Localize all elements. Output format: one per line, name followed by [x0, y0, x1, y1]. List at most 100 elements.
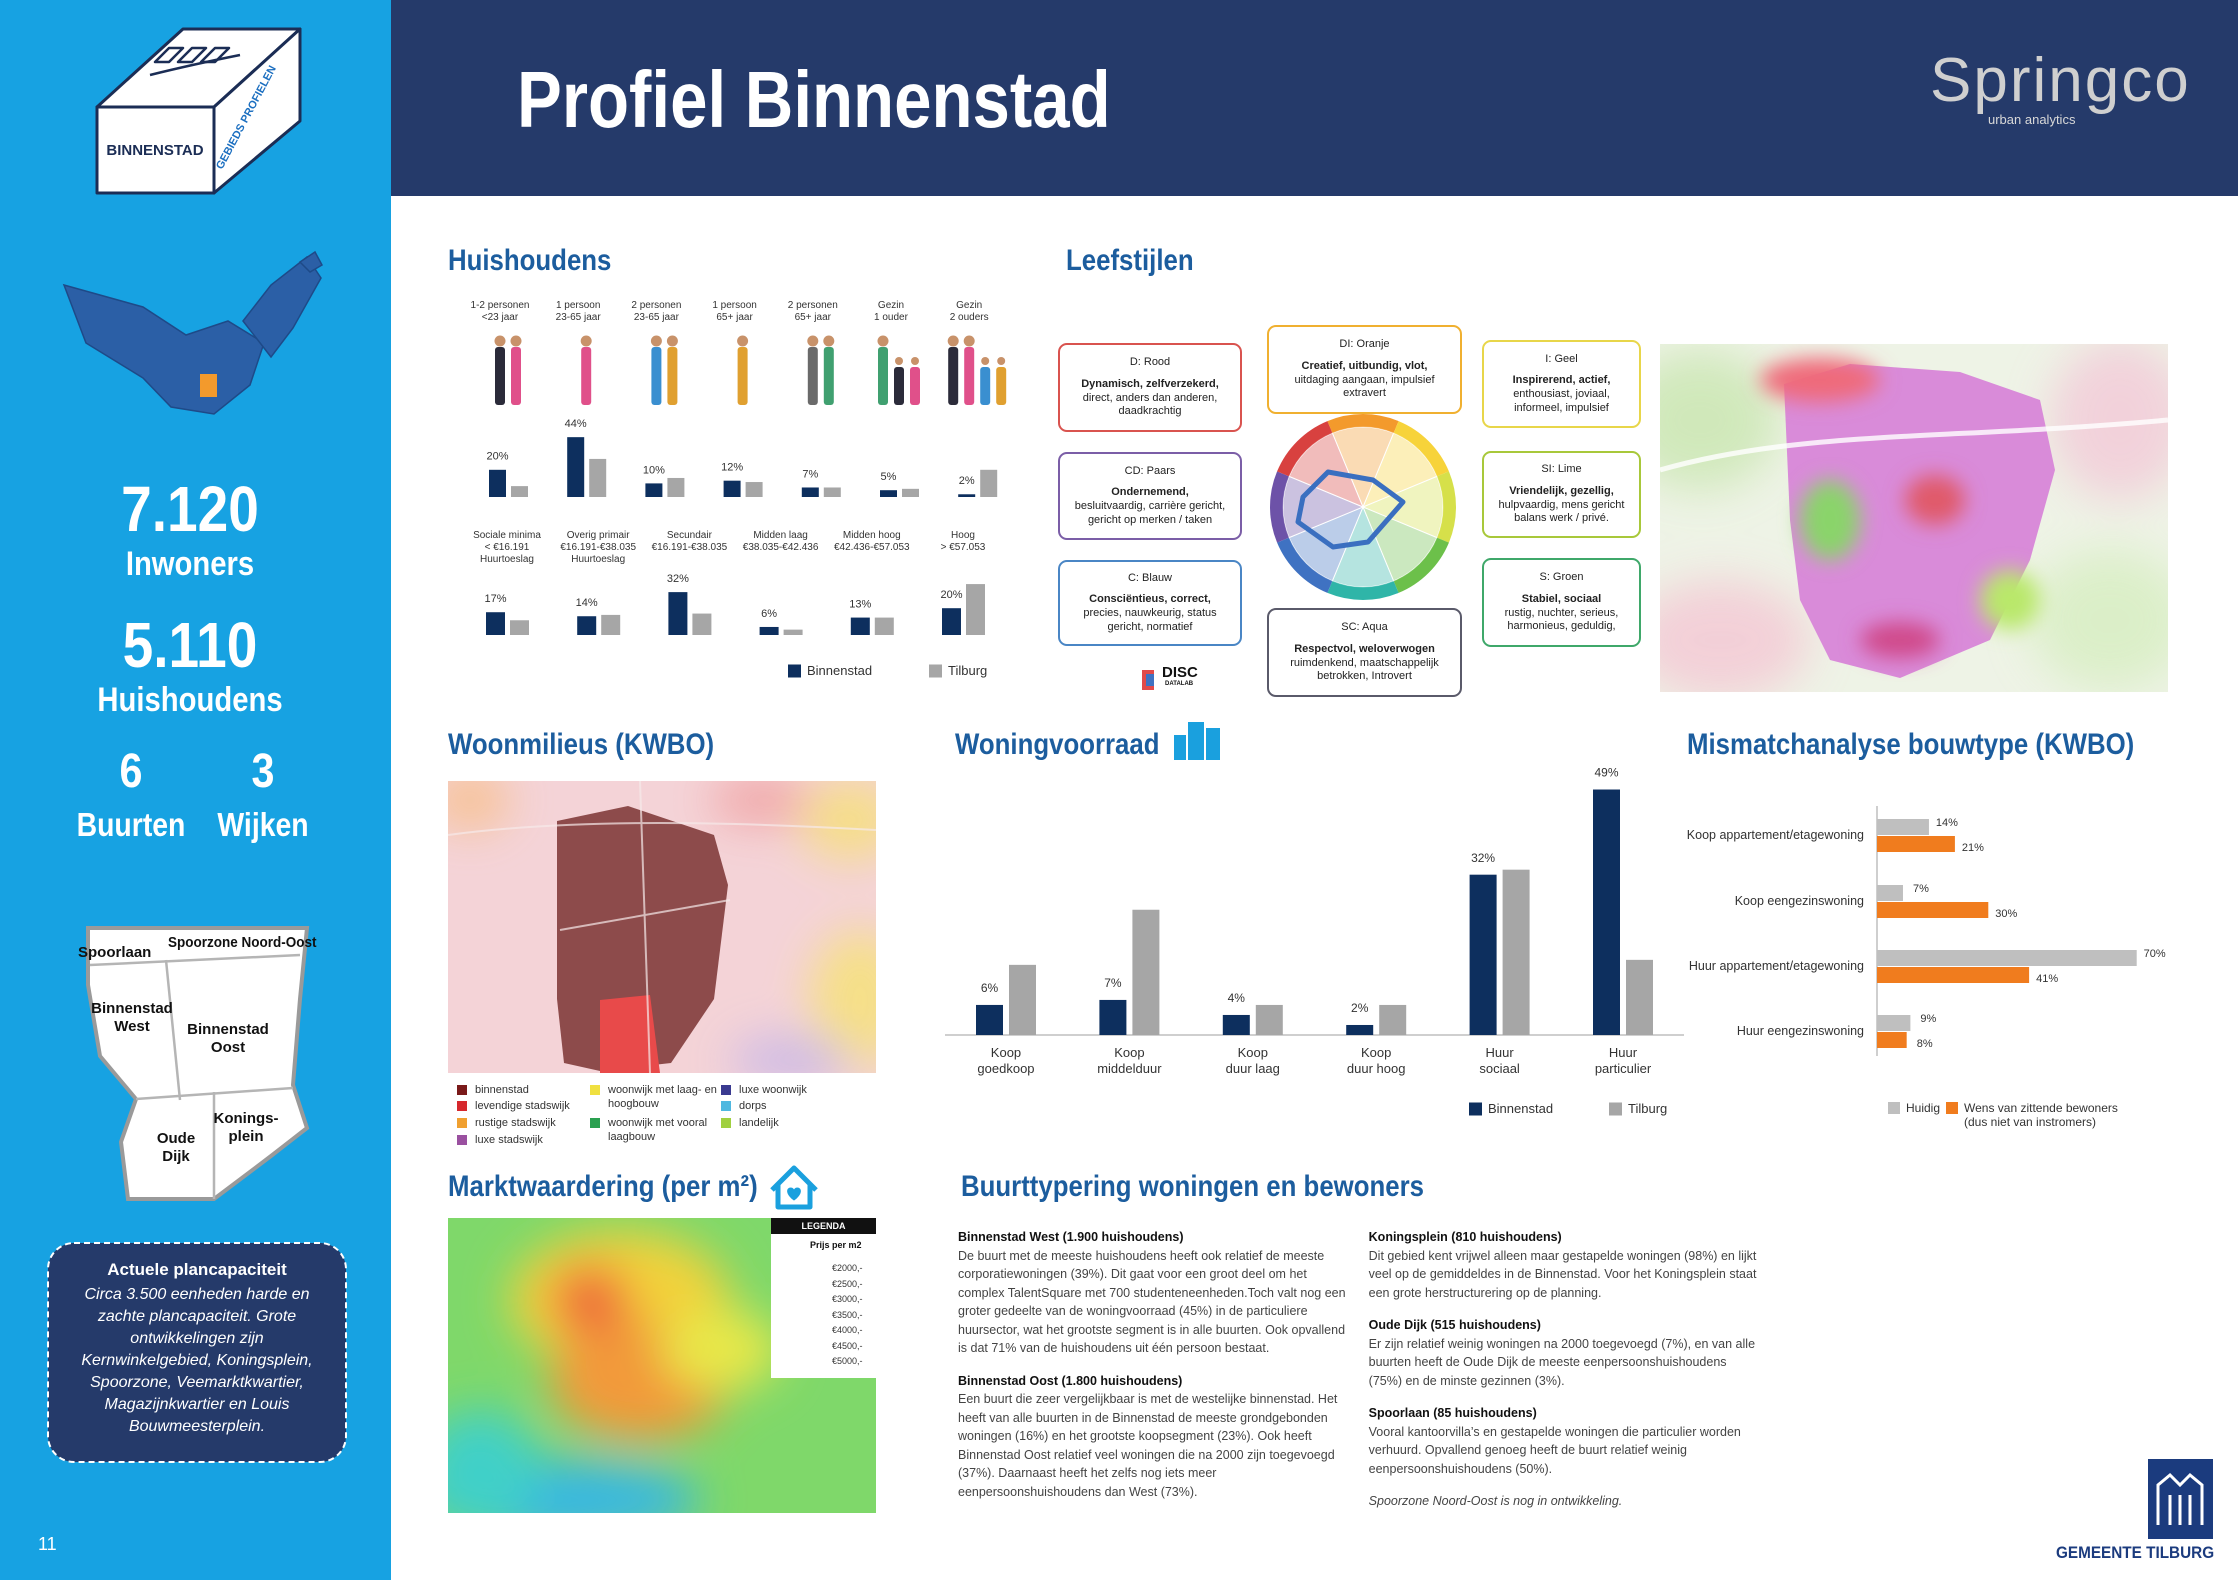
lifestyle-name: D: Rood — [1129, 356, 1171, 368]
value-label: 10% — [643, 464, 665, 476]
bar — [601, 614, 621, 635]
bar — [1255, 1004, 1283, 1035]
x-tick-label: Hoog > €57.053 — [940, 530, 986, 553]
bar — [1877, 967, 2030, 983]
value-label: 20% — [940, 589, 962, 601]
legend-swatch — [457, 1118, 467, 1128]
value-label: 6% — [761, 608, 777, 620]
bar — [850, 617, 870, 635]
lifestyle-name: CD: Paars — [1124, 464, 1176, 477]
map-label: Binnenstad Oost — [187, 1021, 269, 1056]
legend-swatch — [721, 1118, 731, 1128]
value-label: 7% — [1104, 976, 1122, 990]
legend-swatch — [457, 1135, 467, 1145]
value-label: 8% — [1917, 1038, 1933, 1050]
wheel-sector — [1331, 426, 1395, 509]
legend-label: luxe stadswijk — [475, 1134, 543, 1146]
badge-label: BINNENSTAD — [106, 142, 203, 159]
lifestyle-keywords: Ondernemend, — [1111, 486, 1189, 499]
value-label: 13% — [849, 598, 871, 610]
plan-box — [47, 1242, 347, 1463]
logo-sub: urban analytics — [1988, 112, 2076, 127]
x-tick-label: 1 persoon 65+ jaar — [712, 300, 757, 323]
x-tick-label: 2 personen 23-65 jaar — [631, 300, 682, 323]
value-label: 6% — [981, 981, 999, 995]
x-tick-label: Huur particulier — [1594, 1045, 1652, 1076]
bar — [667, 477, 685, 497]
legend-label: Binnenstad — [807, 663, 873, 679]
bar — [577, 616, 597, 635]
living-environment-map — [448, 781, 876, 1073]
logo: Springco — [1930, 46, 2191, 115]
legend-title: LEGENDA — [771, 1218, 876, 1234]
x-tick-label: 1 persoon 23-65 jaar — [555, 300, 601, 323]
bar — [645, 483, 663, 497]
legend-label: levendige stadswijk — [475, 1100, 570, 1112]
value-label: 21% — [1962, 842, 1984, 854]
figure-body — [737, 347, 748, 405]
lifestyle-name: SI: Lime — [1541, 463, 1582, 475]
bar — [1346, 1024, 1374, 1035]
plan-title: Actuele plancapaciteit — [107, 1260, 287, 1279]
wheel-profile — [1295, 469, 1406, 550]
lifestyle-name: DI: Oranje — [1339, 338, 1390, 350]
figure-head — [911, 357, 919, 365]
section-title: Huishoudens — [448, 244, 612, 277]
bar — [823, 487, 841, 497]
paragraph-heading: Binnenstad West (1.900 huishoudens) — [958, 1230, 1184, 1244]
bar — [1877, 950, 2137, 966]
value-label: 49% — [1594, 766, 1618, 780]
figure-body — [894, 367, 904, 405]
legend-swatch — [788, 664, 801, 678]
legend-label: €3500,- — [832, 1309, 863, 1320]
legend-swatch — [721, 1101, 731, 1111]
value-label: 17% — [484, 593, 506, 605]
legend-swatch — [1946, 1102, 1958, 1114]
x-tick-label: Midden hoog €42.436-€57.053 — [833, 530, 910, 553]
legend-label: €4500,- — [832, 1340, 863, 1351]
figure-head — [895, 357, 903, 365]
bar — [1877, 885, 1903, 901]
value-label: 12% — [721, 462, 743, 474]
x-tick-label: Koop duur laag — [1225, 1045, 1280, 1076]
x-tick-label: Gezin 1 ouder — [874, 300, 908, 323]
bar — [1877, 819, 1929, 835]
legend-subtitle: Prijs per m2 — [810, 1240, 862, 1250]
bar — [976, 1004, 1003, 1035]
paragraph-heading: Binnenstad Oost (1.800 huishoudens) — [958, 1373, 1183, 1388]
value-label: 7% — [802, 468, 818, 480]
x-tick-label: Huur sociaal — [1479, 1045, 1520, 1076]
paragraph-text: Een buurt die zeer vergelijkbaar is met … — [958, 1392, 1338, 1499]
bar — [1502, 869, 1530, 1035]
lifestyle-keywords: Creatief, uitbundig, vlot, — [1301, 359, 1428, 372]
x-tick-label: 1-2 personen <23 jaar — [470, 300, 530, 323]
lifestyle-keywords: Respectvol, weloverwogen — [1294, 642, 1435, 655]
y-tick-label: Koop appartement/etagewoning — [1686, 827, 1864, 842]
y-tick-label: Huur eengezinswoning — [1736, 1023, 1864, 1038]
bar — [668, 592, 688, 635]
neighbourhood-text: Binnenstad West (1.900 huishoudens) De bu… — [958, 1228, 2168, 1518]
figure-body — [980, 367, 991, 405]
legend-label: dorps — [739, 1100, 767, 1112]
bar — [567, 437, 585, 497]
legend-label: woonwijk met vooral laagbouw — [608, 1117, 708, 1143]
lifestyle-text: besluitvaardig, carrière gericht, gerich… — [1074, 500, 1226, 526]
y-tick-label: Huur appartement/etagewoning — [1688, 958, 1864, 973]
bar — [1099, 999, 1127, 1035]
wheel-core — [1283, 427, 1443, 587]
lifestyle-keywords: Dynamisch, zelfverzekerd, — [1081, 377, 1219, 390]
lifestyle-box: SI: Lime Vriendelijk, gezellig, hulpvaardi… — [1482, 451, 1641, 538]
paragraph-text: Dit gebied kent vrijwel alleen maar gest… — [1368, 1248, 1757, 1300]
figure-head — [510, 335, 522, 347]
legend-swatch — [1609, 1102, 1622, 1116]
wheel-sector — [1282, 475, 1365, 539]
section-title: Buurttypering woningen en bewoners — [961, 1170, 1424, 1203]
x-tick-label: 2 personen 65+ jaar — [787, 300, 838, 323]
figure-body — [948, 347, 959, 405]
municipality-logo — [2148, 1459, 2213, 1539]
legend-swatch — [590, 1118, 600, 1128]
bar — [1877, 836, 1955, 852]
value-label: 70% — [2144, 948, 2166, 960]
paragraph-heading: Oude Dijk (515 huishoudens) — [1368, 1318, 1541, 1332]
legend-swatch — [1469, 1102, 1482, 1116]
